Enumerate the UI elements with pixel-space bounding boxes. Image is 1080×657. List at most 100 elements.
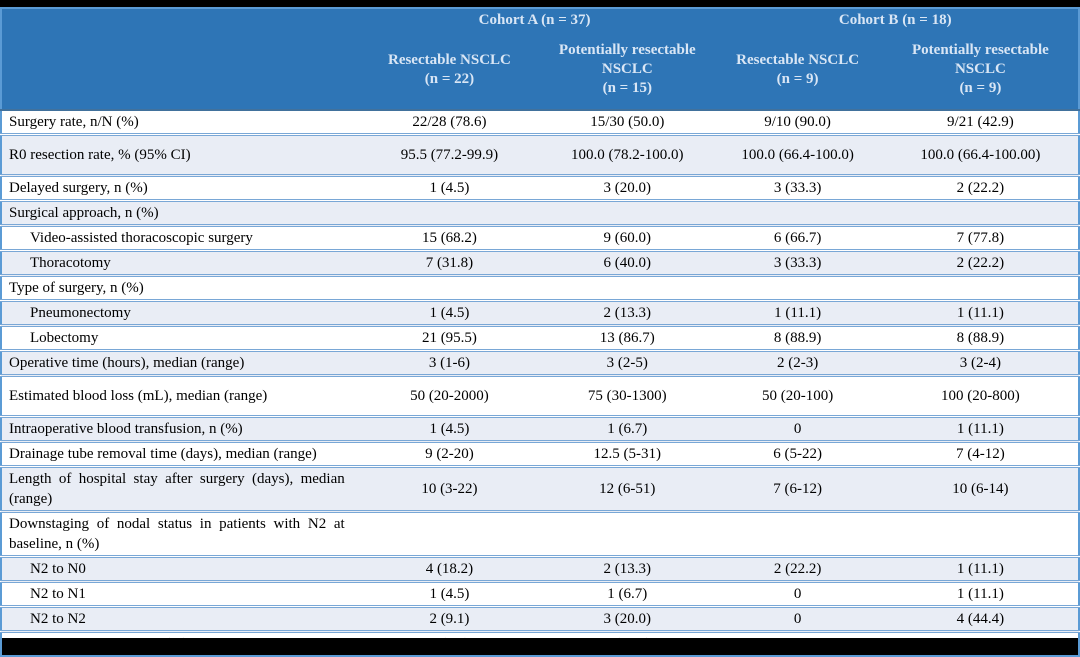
cell-value bbox=[883, 276, 1079, 301]
stub-cell bbox=[1, 8, 357, 30]
section-row: Type of surgery, n (%) bbox=[1, 275, 1079, 301]
cell-value: 6 (5-22) bbox=[773, 446, 822, 462]
cell-value: 7 (31.8) bbox=[356, 250, 543, 276]
table-row: Drainage tube removal time (days), media… bbox=[1, 441, 1079, 467]
cell-value: 7 (6-12) bbox=[712, 466, 883, 512]
cell-value: 7 (77.8) bbox=[956, 230, 1005, 246]
surgery-outcomes-table: Cohort A (n = 37) Cohort B (n = 18) Rese… bbox=[0, 7, 1080, 657]
cell-value: 3 (2-4) bbox=[882, 350, 1079, 376]
cell-value: 2 (13.3) bbox=[542, 300, 713, 326]
column-n: (n = 9) bbox=[776, 70, 819, 87]
cell-value: 100 (20-800) bbox=[941, 388, 1020, 404]
cell-value: 1 (4.5) bbox=[429, 180, 470, 196]
cell-value: 1 (4.5) bbox=[429, 636, 470, 652]
row-label: Surgery rate, n/N (%) bbox=[9, 114, 139, 130]
stub-cell bbox=[1, 30, 357, 110]
cell-value: 8 (88.9) bbox=[773, 330, 822, 346]
section-row: Surgical approach, n (%) bbox=[1, 200, 1079, 226]
cell-value: 2 (22.2) bbox=[956, 180, 1005, 196]
cell-value bbox=[712, 276, 882, 301]
cell-value: 15/30 (50.0) bbox=[590, 114, 665, 130]
table-row: Video-assisted thoracoscopic surgery 15 (… bbox=[1, 225, 1079, 251]
cell-value: 50 (20-100) bbox=[761, 388, 834, 404]
cell-value bbox=[357, 512, 542, 557]
row-label: Estimated blood loss (mL), median (range… bbox=[9, 388, 268, 404]
table-row: N2 to N0 4 (18.2) 2 (13.3) 2 (22.2) 1 (11.1) bbox=[1, 556, 1079, 582]
cell-value: 4 (44.4) bbox=[882, 606, 1079, 632]
cell-value: 4 (18.2) bbox=[356, 556, 543, 582]
row-label: R0 resection rate, % (95% CI) bbox=[1, 134, 357, 176]
row-label: Surgical complications, n (%) bbox=[9, 636, 188, 652]
cell-value: 1 (6.7) bbox=[542, 416, 713, 442]
cell-value: 0 bbox=[793, 636, 802, 652]
cell-value: 1 (4.5) bbox=[356, 416, 543, 442]
table-row: Lobectomy 21 (95.5) 13 (86.7) 8 (88.9) 8 (88… bbox=[1, 325, 1079, 351]
cell-value: 12 (6-51) bbox=[542, 466, 713, 512]
cell-value bbox=[357, 276, 542, 301]
cell-value: 8 (88.9) bbox=[956, 330, 1005, 346]
table-row: Length of hospital stay after surgery (d… bbox=[1, 466, 1079, 512]
cell-value: 1 (6.7) bbox=[607, 586, 648, 602]
column-title: Potentially resectable NSCLC bbox=[558, 42, 696, 77]
row-label: N2 to N1 bbox=[30, 586, 86, 602]
column-header: Resectable NSCLC (n = 9) bbox=[712, 30, 883, 110]
cell-value bbox=[542, 512, 712, 557]
cell-value: 0 bbox=[976, 636, 985, 652]
row-label: N2 to N0 bbox=[1, 556, 357, 582]
cell-value: 2 (22.2) bbox=[882, 250, 1079, 276]
cell-value bbox=[542, 276, 712, 301]
cell-value bbox=[712, 200, 883, 226]
cell-value: 2 (9.1) bbox=[356, 606, 543, 632]
cell-value: 9/21 (42.9) bbox=[947, 114, 1014, 130]
cell-value: 0 bbox=[712, 606, 883, 632]
cell-value: 50 (20-2000) bbox=[410, 388, 489, 404]
row-label: Pneumonectomy bbox=[1, 300, 357, 326]
cell-value: 15 (68.2) bbox=[421, 230, 477, 246]
cell-value: 100.0 (78.2-100.0) bbox=[542, 134, 713, 176]
cell-value: 2 (2-3) bbox=[712, 350, 883, 376]
row-label: Video-assisted thoracoscopic surgery bbox=[30, 230, 253, 246]
table-header: Cohort A (n = 37) Cohort B (n = 18) Rese… bbox=[1, 8, 1079, 110]
cell-value: 1 (4.5) bbox=[356, 300, 543, 326]
table-row: Thoracotomy 7 (31.8) 6 (40.0) 3 (33.3) 2 (22… bbox=[1, 250, 1079, 276]
cell-value: 75 (30-1300) bbox=[587, 388, 667, 404]
cell-value: 21 (95.5) bbox=[421, 330, 477, 346]
surgery-outcomes-table-container: Cohort A (n = 37) Cohort B (n = 18) Rese… bbox=[0, 7, 1080, 657]
table-row: Intraoperative blood transfusion, n (%) 1… bbox=[1, 416, 1079, 442]
cell-value: 3 (33.3) bbox=[712, 250, 883, 276]
cell-value: 7 (4-12) bbox=[956, 446, 1005, 462]
cell-value: 10 (6-14) bbox=[882, 466, 1079, 512]
cell-value: 100.0 (66.4-100.00) bbox=[882, 134, 1079, 176]
table-row: Operative time (hours), median (range) 3 … bbox=[1, 350, 1079, 376]
column-header: Potentially resectable NSCLC (n = 15) bbox=[542, 30, 713, 110]
table-row: R0 resection rate, % (95% CI) 95.5 (77.2-… bbox=[1, 134, 1079, 176]
column-title: Resectable NSCLC bbox=[387, 51, 511, 68]
row-label: Drainage tube removal time (days), media… bbox=[9, 446, 317, 462]
table-row: N2 to N2 2 (9.1) 3 (20.0) 0 4 (44.4) bbox=[1, 606, 1079, 632]
table-row: Estimated blood loss (mL), median (range… bbox=[1, 375, 1079, 417]
cell-value: 0 bbox=[712, 416, 883, 442]
cell-value: 6 (40.0) bbox=[542, 250, 713, 276]
column-title: Potentially resectable NSCLC bbox=[912, 42, 1049, 77]
section-row: Downstaging of nodal status in patients … bbox=[1, 511, 1079, 557]
cell-value: 1 (11.1) bbox=[712, 300, 883, 326]
row-label: Delayed surgery, n (%) bbox=[9, 180, 148, 196]
table-row: Delayed surgery, n (%) 1 (4.5) 3 (20.0) 3 (… bbox=[1, 175, 1079, 201]
cell-value: 1 (11.1) bbox=[882, 300, 1079, 326]
column-title: Resectable NSCLC bbox=[736, 51, 860, 68]
cell-value: 95.5 (77.2-99.9) bbox=[356, 134, 543, 176]
cell-value: 3 (20.0) bbox=[603, 180, 652, 196]
table-body: Surgery rate, n/N (%) 22/28 (78.6) 15/30 (… bbox=[1, 110, 1079, 656]
cell-value: 3 (1-6) bbox=[356, 350, 543, 376]
row-label: Thoracotomy bbox=[1, 250, 357, 276]
cell-value: 0 bbox=[793, 586, 802, 602]
column-header-row: Resectable NSCLC (n = 22) Potentially rese… bbox=[1, 30, 1079, 110]
cell-value bbox=[356, 200, 543, 226]
cell-value: 1 (11.1) bbox=[882, 556, 1079, 582]
cell-value: 12.5 (5-31) bbox=[593, 446, 662, 462]
cell-value: 1 (11.1) bbox=[956, 586, 1004, 602]
cell-value: 13 (86.7) bbox=[599, 330, 655, 346]
cell-value: 1 (11.1) bbox=[882, 416, 1079, 442]
row-label: Lobectomy bbox=[30, 330, 99, 346]
